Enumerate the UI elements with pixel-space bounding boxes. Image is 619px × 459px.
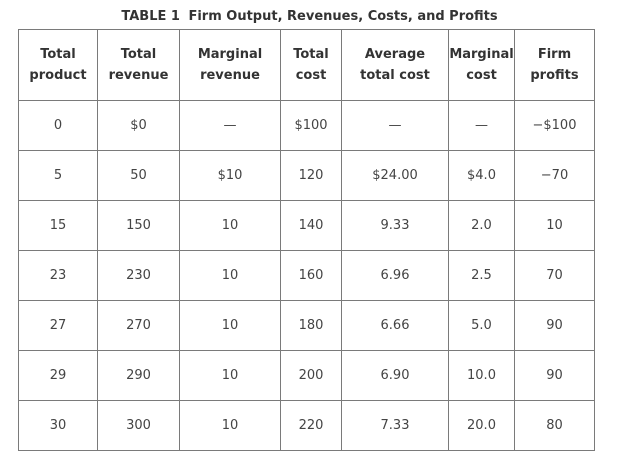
header-line: profits	[530, 68, 579, 83]
table-cell: 10	[179, 350, 281, 401]
table-cell: 5	[18, 150, 98, 201]
header-average-total-cost: Average total cost	[341, 29, 449, 101]
table-cell: 9.33	[341, 200, 449, 251]
table-cell: 290	[97, 350, 180, 401]
header-row: Total product Total revenue Marginal revenu…	[18, 29, 595, 101]
table-row: 0 $0 — $100 — — −$100	[18, 100, 595, 151]
header-line: Total	[40, 47, 76, 62]
table-row: 5 50 $10 120 $24.00 $4.0 −70	[18, 150, 595, 201]
header-line: Total	[293, 47, 329, 62]
header-line: product	[29, 68, 87, 83]
table-cell: 27	[18, 300, 98, 351]
table-cell: 6.90	[341, 350, 449, 401]
data-table: Total product Total revenue Marginal revenu…	[18, 29, 595, 451]
table-cell: 270	[97, 300, 180, 351]
table-row: 23 230 10 160 6.96 2.5 70	[18, 250, 595, 301]
header-total-revenue: Total revenue	[97, 29, 180, 101]
header-total-product: Total product	[18, 29, 98, 101]
header-line: Marginal	[449, 47, 514, 62]
header-line: Marginal	[197, 47, 263, 62]
header-line: total cost	[360, 68, 430, 83]
table-cell: 90	[514, 300, 595, 351]
table-row: 29 290 10 200 6.90 10.0 90	[18, 350, 595, 401]
header-marginal-cost: Marginal cost	[448, 29, 515, 101]
header-line: revenue	[108, 68, 169, 83]
table-cell: 80	[514, 400, 595, 451]
table-cell: $0	[97, 100, 180, 151]
header-marginal-revenue: Marginal revenue	[179, 29, 281, 101]
table-cell: 200	[280, 350, 342, 401]
table-cell: $100	[280, 100, 342, 151]
table-title: Firm Output, Revenues, Costs, and Profit…	[188, 9, 498, 24]
table-number: TABLE 1	[121, 9, 180, 24]
table-row: 27 270 10 180 6.66 5.0 90	[18, 300, 595, 351]
table-cell: 7.33	[341, 400, 449, 451]
table-cell: 10	[514, 200, 595, 251]
table-cell: 160	[280, 250, 342, 301]
table-cell: 29	[18, 350, 98, 401]
table-cell: 2.5	[448, 250, 515, 301]
table-cell: 140	[280, 200, 342, 251]
table-cell: 10	[179, 300, 281, 351]
table-cell: 30	[18, 400, 98, 451]
table-cell: 6.66	[341, 300, 449, 351]
table-cell: 2.0	[448, 200, 515, 251]
table-cell: 5.0	[448, 300, 515, 351]
table-row: 30 300 10 220 7.33 20.0 80	[18, 400, 595, 451]
header-total-cost: Total cost	[280, 29, 342, 101]
table-row: 15 150 10 140 9.33 2.0 10	[18, 200, 595, 251]
table-cell: —	[448, 100, 515, 151]
table-cell: 50	[97, 150, 180, 201]
table-cell: −70	[514, 150, 595, 201]
table-cell: $24.00	[341, 150, 449, 201]
table-cell: 150	[97, 200, 180, 251]
table-cell: 220	[280, 400, 342, 451]
table-cell: −$100	[514, 100, 595, 151]
table-cell: 10.0	[448, 350, 515, 401]
table-cell: 10	[179, 200, 281, 251]
table-cell: 120	[280, 150, 342, 201]
header-line: Firm	[537, 47, 572, 62]
table-cell: $10	[179, 150, 281, 201]
table-cell: —	[179, 100, 281, 151]
table-cell: 15	[18, 200, 98, 251]
header-line: cost	[466, 68, 497, 83]
table-caption: TABLE 1 Firm Output, Revenues, Costs, an…	[0, 9, 619, 24]
table-cell: —	[341, 100, 449, 151]
header-line: cost	[295, 68, 327, 83]
table-cell: 20.0	[448, 400, 515, 451]
table-cell: 300	[97, 400, 180, 451]
table-cell: 90	[514, 350, 595, 401]
header-line: Average	[364, 47, 426, 62]
table-cell: 230	[97, 250, 180, 301]
header-line: revenue	[200, 68, 260, 83]
header-line: Total	[120, 47, 157, 62]
table-cell: 10	[179, 250, 281, 301]
table-cell: 23	[18, 250, 98, 301]
table-cell: 180	[280, 300, 342, 351]
table-cell: $4.0	[448, 150, 515, 201]
table-cell: 6.96	[341, 250, 449, 301]
header-firm-profits: Firm profits	[514, 29, 595, 101]
table-cell: 70	[514, 250, 595, 301]
table-cell: 0	[18, 100, 98, 151]
table-cell: 10	[179, 400, 281, 451]
